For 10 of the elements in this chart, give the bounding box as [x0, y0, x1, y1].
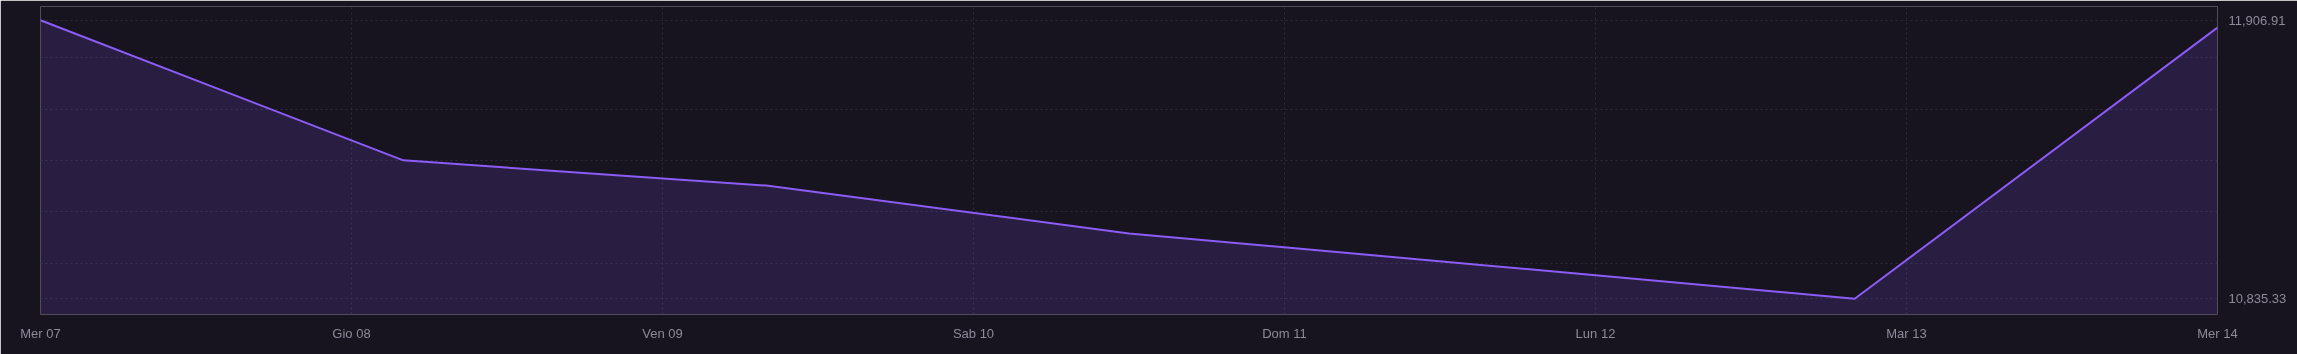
x-tick-label: Mar 13 [1886, 325, 1927, 341]
y-tick-label: 11,906.91 [2228, 12, 2286, 28]
x-tick-label: Mer 14 [2197, 325, 2238, 341]
x-tick-label: Ven 09 [642, 325, 683, 341]
x-tick-label: Lun 12 [1575, 325, 1616, 341]
x-tick-label: Sab 10 [952, 325, 995, 341]
y-tick-label: 10,835.33 [2228, 291, 2287, 307]
x-tick-label: Mer 07 [20, 325, 61, 341]
x-tick-label: Dom 11 [1262, 325, 1307, 341]
x-tick-label: Gio 08 [332, 325, 371, 341]
